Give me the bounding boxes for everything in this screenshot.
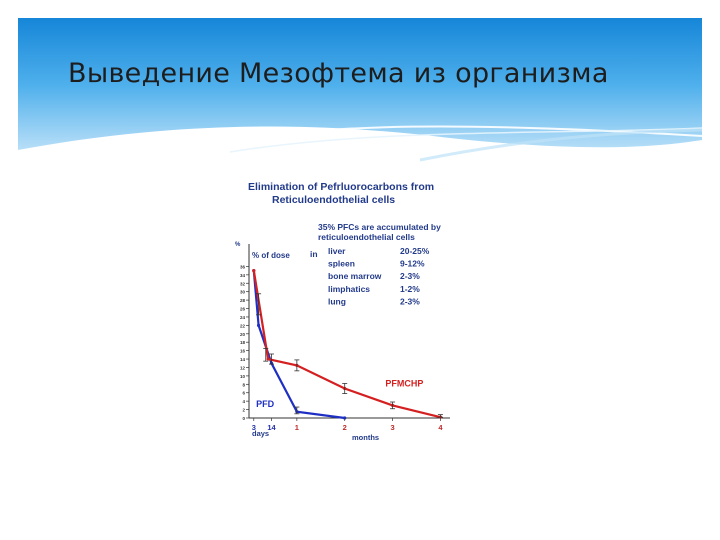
slide-title: Выведение Мезофтема из организма <box>68 58 609 89</box>
annotation-header-1: 35% PFCs are accumulated by <box>318 222 441 232</box>
x-axis-label-days: days <box>252 429 269 438</box>
x-tick-label: 14 <box>267 423 276 432</box>
x-tick-label: 4 <box>438 423 443 432</box>
x-tick-label: 3 <box>390 423 394 432</box>
y-tick-label: 6 <box>242 391 245 396</box>
y-tick-label: 22 <box>240 323 246 328</box>
y-tick-label: 18 <box>240 340 246 345</box>
y-axis-top-label: % <box>235 242 241 248</box>
banner-wave-line-2 <box>229 127 703 153</box>
annotation-value: 9-12% <box>400 259 425 269</box>
y-tick-label: 14 <box>240 357 246 362</box>
banner-wave-line-3 <box>419 128 703 162</box>
annotation-rows: liver 20-25% spleen 9-12% bone marrow 2-3% lim… <box>328 246 430 306</box>
x-tick-label: 3 <box>252 423 256 432</box>
annotation-value: 1-2% <box>400 284 420 294</box>
y-tick-label: 0 <box>242 416 245 421</box>
y-tick-label: 36 <box>240 264 246 269</box>
annotation-header-2: reticuloendothelial cells <box>318 232 415 242</box>
chart-title-line2: Reticuloendothelial cells <box>272 194 395 206</box>
series-point-pfmchp <box>252 269 256 273</box>
annotation-organ: lung <box>328 296 346 306</box>
y-tick-label: 16 <box>240 349 246 354</box>
y-tick-label: 4 <box>242 399 245 404</box>
y-tick-label: 34 <box>240 273 246 278</box>
series-label-pfmchp: PFMCHP <box>385 378 423 388</box>
chart-figure: Elimination of Pefrluorocarbons from Ret… <box>232 178 490 446</box>
annotation-value: 2-3% <box>400 296 420 306</box>
x-tick-label: 2 <box>343 423 347 432</box>
y-tick-label: 20 <box>240 332 246 337</box>
annotation-in-label: in <box>310 249 318 259</box>
y-axis-label: % of dose <box>252 251 290 260</box>
series-point-pfd <box>343 416 347 420</box>
y-tick-label: 26 <box>240 307 246 312</box>
annotation-organ: spleen <box>328 259 355 269</box>
banner-white-wave <box>18 126 702 200</box>
x-ticks-layer: 3 14 1 2 3 4 <box>252 418 443 432</box>
series-line-pfmchp <box>252 270 441 419</box>
chart-title-line1: Elimination of Pefrluorocarbons from <box>248 181 434 193</box>
y-tick-label: 12 <box>240 365 246 370</box>
annotation-organ: bone marrow <box>328 271 382 281</box>
x-tick-label: 1 <box>295 423 299 432</box>
y-tick-label: 10 <box>240 374 246 379</box>
series-label-pfd: PFD <box>256 399 275 409</box>
series-labels-layer: PFD PFMCHP <box>256 378 423 409</box>
x-axis-label-months: months <box>352 433 379 442</box>
annotation-organ: limphatics <box>328 284 370 294</box>
y-tick-label: 30 <box>240 290 246 295</box>
error-bars-layer <box>256 293 443 418</box>
annotation-organ: liver <box>328 246 346 256</box>
chart-svg: Elimination of Pefrluorocarbons from Ret… <box>235 181 450 442</box>
y-tick-label: 24 <box>240 315 246 320</box>
y-tick-label: 8 <box>242 382 245 387</box>
y-tick-label: 2 <box>242 408 245 413</box>
series-point-pfd <box>256 323 261 327</box>
annotation-value: 2-3% <box>400 271 420 281</box>
header-banner <box>18 18 703 200</box>
y-tick-label: 28 <box>240 298 246 303</box>
series-point-pfmchp <box>266 357 270 361</box>
annotation-value: 20-25% <box>400 246 430 256</box>
y-tick-label: 32 <box>240 281 246 286</box>
